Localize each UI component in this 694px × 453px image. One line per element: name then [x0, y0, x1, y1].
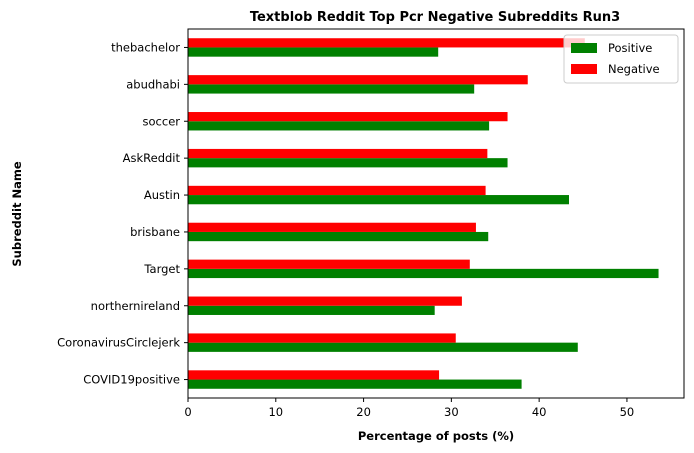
- bar-negative-brisbane: [188, 222, 476, 232]
- bar-negative-abudhabi: [188, 75, 528, 85]
- bar-negative-soccer: [188, 112, 508, 122]
- bar-positive-coronaviruscirclejerk: [188, 342, 578, 352]
- legend-label-negative: Negative: [608, 62, 660, 76]
- legend-swatch-negative: [571, 64, 597, 74]
- chart-title: Textblob Reddit Top Pcr Negative Subredd…: [250, 10, 620, 25]
- y-tick-label: CoronavirusCirclejerk: [57, 336, 180, 350]
- x-tick-label: 10: [268, 405, 283, 419]
- y-tick-label: Austin: [144, 188, 180, 202]
- bar-negative-askreddit: [188, 148, 488, 159]
- x-tick-label: 20: [356, 405, 371, 419]
- bar-positive-covid19positive: [188, 379, 522, 389]
- y-tick-label: thebachelor: [111, 40, 180, 54]
- x-tick-label: 40: [532, 405, 547, 419]
- bar-positive-northernireland: [188, 305, 435, 315]
- bar-positive-austin: [188, 195, 569, 205]
- bar-positive-abudhabi: [188, 84, 475, 94]
- bar-positive-thebachelor: [188, 47, 439, 57]
- bar-positive-askreddit: [188, 158, 508, 168]
- bars-group: [188, 38, 659, 389]
- bar-negative-target: [188, 259, 470, 269]
- bar-negative-austin: [188, 185, 486, 196]
- y-tick-label: COVID19positive: [83, 373, 180, 387]
- x-tick-label: 50: [620, 405, 635, 419]
- y-axis-label: Subreddit Name: [10, 161, 24, 266]
- bar-positive-soccer: [188, 121, 490, 131]
- x-axis-label: Percentage of posts (%): [358, 429, 514, 443]
- x-tick-label: 30: [444, 405, 459, 419]
- y-axis-ticks: COVID19positive CoronavirusCirclejerk nort…: [57, 40, 188, 387]
- y-tick-label: abudhabi: [126, 77, 180, 91]
- y-tick-label: soccer: [143, 114, 181, 128]
- legend: Positive Negative: [563, 34, 679, 84]
- y-tick-label: brisbane: [130, 225, 180, 239]
- bar-negative-covid19positive: [188, 370, 440, 380]
- legend-swatch-positive: [571, 43, 597, 53]
- bar-positive-target: [188, 268, 659, 279]
- y-tick-label: AskReddit: [123, 151, 181, 165]
- bar-negative-northernireland: [188, 296, 462, 306]
- y-tick-label: northernireland: [91, 299, 180, 313]
- legend-label-positive: Positive: [608, 41, 652, 55]
- y-tick-label: Target: [143, 262, 180, 276]
- bar-negative-thebachelor: [188, 38, 585, 48]
- bar-positive-brisbane: [188, 231, 489, 242]
- x-axis-ticks: 0 10 20 30 40 50: [184, 398, 634, 419]
- plot-frame: [187, 28, 685, 399]
- bar-negative-coronaviruscirclejerk: [188, 333, 456, 343]
- x-tick-label: 0: [184, 405, 191, 419]
